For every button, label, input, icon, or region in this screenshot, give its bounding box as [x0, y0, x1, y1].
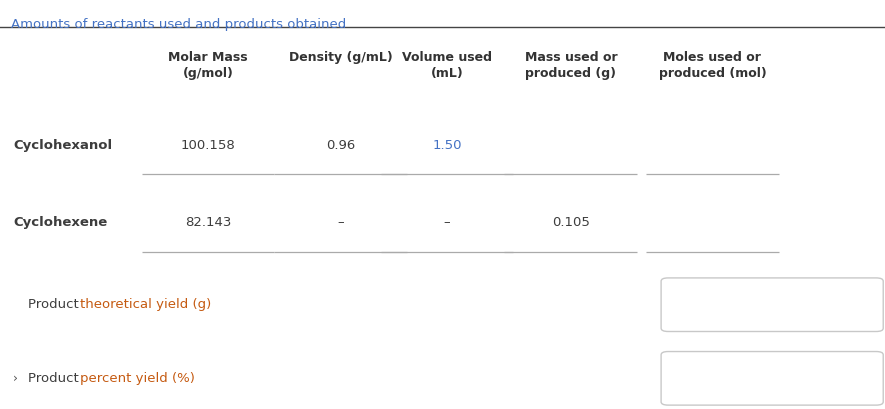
Text: Density (g/mL): Density (g/mL): [289, 51, 393, 64]
Text: 1.50: 1.50: [432, 139, 462, 152]
Text: Volume used
(mL): Volume used (mL): [402, 51, 492, 80]
Text: Product: Product: [28, 372, 83, 385]
Text: 100.158: 100.158: [181, 139, 235, 152]
Text: –: –: [443, 216, 450, 229]
Text: Cyclohexanol: Cyclohexanol: [13, 139, 112, 152]
Text: Molar Mass
(g/mol): Molar Mass (g/mol): [168, 51, 248, 80]
Text: Mass used or
produced (g): Mass used or produced (g): [525, 51, 617, 80]
FancyBboxPatch shape: [661, 351, 883, 405]
Text: –: –: [337, 216, 344, 229]
Text: 0.105: 0.105: [552, 216, 589, 229]
Text: theoretical yield (g): theoretical yield (g): [80, 298, 211, 311]
Text: 0.96: 0.96: [326, 139, 356, 152]
FancyBboxPatch shape: [661, 278, 883, 331]
Text: Cyclohexene: Cyclohexene: [13, 216, 107, 229]
Text: ›: ›: [12, 372, 18, 385]
Text: Product: Product: [28, 298, 83, 311]
Text: 82.143: 82.143: [185, 216, 231, 229]
Text: Moles used or
produced (mol): Moles used or produced (mol): [658, 51, 766, 80]
Text: percent yield (%): percent yield (%): [80, 372, 195, 385]
Text: Amounts of reactants used and products obtained: Amounts of reactants used and products o…: [11, 18, 346, 31]
